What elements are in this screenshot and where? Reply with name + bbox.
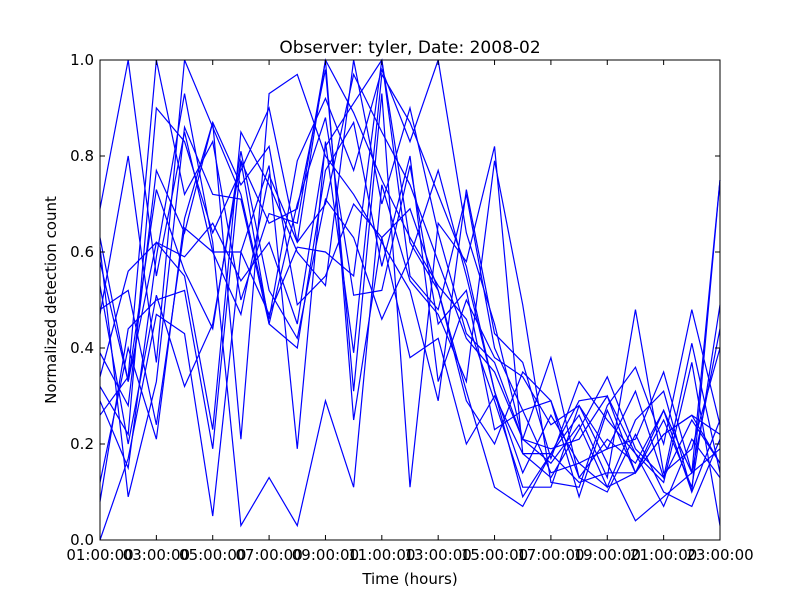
y-tick-label: 0.4 — [70, 339, 94, 357]
x-tick-label: 13:00:00 — [404, 546, 471, 564]
y-tick-label: 0.8 — [70, 147, 94, 165]
ticks-layer: 01:00:0003:00:0005:00:0007:00:0009:00:00… — [66, 51, 753, 564]
series-line-10 — [99, 151, 721, 493]
series-line-3 — [99, 58, 721, 488]
series-layer — [99, 58, 721, 541]
x-tick-label: 01:00:00 — [66, 546, 133, 564]
series-line-7 — [99, 58, 721, 499]
y-axis-label: Normalized detection count — [42, 196, 60, 404]
series-line-14 — [99, 117, 721, 474]
y-tick-label: 0.0 — [70, 531, 94, 549]
series-line-12 — [99, 72, 721, 508]
x-tick-label: 21:00:00 — [630, 546, 697, 564]
x-tick-label: 07:00:00 — [235, 546, 302, 564]
plot-frame — [99, 59, 721, 541]
x-tick-label: 11:00:00 — [348, 546, 415, 564]
series-line-1 — [99, 59, 721, 494]
y-tick-label: 0.2 — [70, 435, 94, 453]
series-line-13 — [99, 93, 721, 528]
y-tick-label: 0.6 — [70, 243, 94, 261]
series-line-15 — [99, 59, 721, 541]
x-tick-label: 17:00:00 — [517, 546, 584, 564]
x-tick-label: 05:00:00 — [179, 546, 246, 564]
x-tick-label: 09:00:00 — [292, 546, 359, 564]
x-tick-label: 23:00:00 — [686, 546, 753, 564]
x-axis-label: Time (hours) — [361, 570, 457, 588]
chart-title: Observer: tyler, Date: 2008-02 — [279, 38, 540, 58]
x-tick-label: 03:00:00 — [123, 546, 190, 564]
series-line-9 — [99, 59, 721, 479]
series-line-11 — [99, 69, 721, 502]
x-tick-label: 15:00:00 — [461, 546, 528, 564]
y-tick-label: 1.0 — [70, 51, 94, 69]
x-tick-label: 19:00:00 — [574, 546, 641, 564]
